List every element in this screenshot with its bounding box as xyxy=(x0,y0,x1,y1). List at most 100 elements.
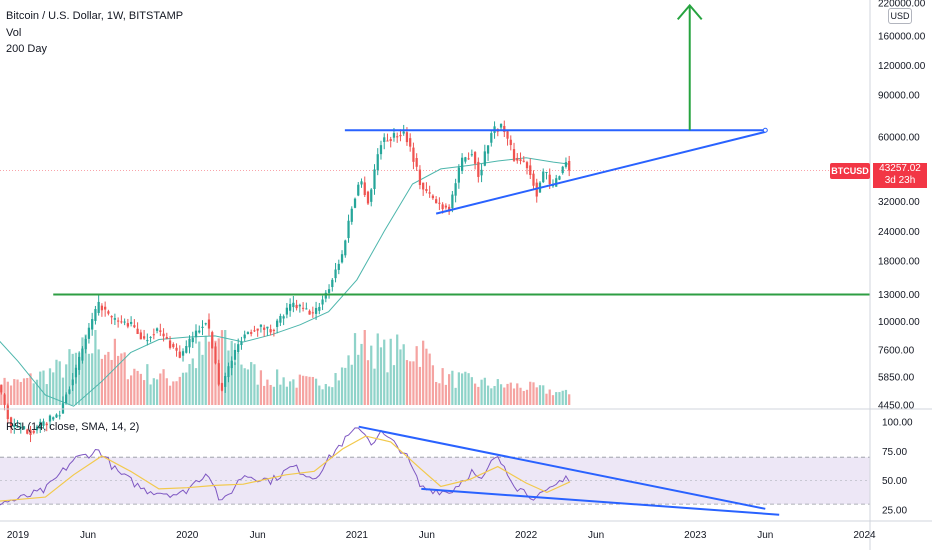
volume-bar xyxy=(159,373,162,405)
volume-bar xyxy=(331,387,334,405)
volume-bar xyxy=(551,395,555,405)
volume-bar xyxy=(334,373,337,405)
candle-body xyxy=(149,336,152,338)
rsi-tick-label: 100.00 xyxy=(882,418,913,429)
candle-body xyxy=(486,145,490,154)
ma-legend: 200 Day xyxy=(6,43,47,55)
candle-body xyxy=(198,330,201,333)
candle-body xyxy=(269,329,272,333)
volume-bar xyxy=(16,379,19,405)
volume-bar xyxy=(266,379,269,405)
candle-body xyxy=(301,307,305,309)
candle-body xyxy=(207,319,211,329)
volume-bar xyxy=(214,340,217,405)
candle-body xyxy=(435,199,438,204)
candle-body xyxy=(65,394,68,404)
candle-body xyxy=(402,131,405,134)
candle-body xyxy=(87,327,91,339)
candle-body xyxy=(558,176,561,180)
volume-bar xyxy=(152,378,155,405)
candle-body xyxy=(74,367,78,378)
volume-bar xyxy=(467,373,470,405)
candle-body xyxy=(110,315,113,318)
price-tick-label: 5850.00 xyxy=(878,372,915,383)
currency-badge[interactable]: USD xyxy=(888,8,912,24)
candle-body xyxy=(243,334,246,339)
volume-bar xyxy=(162,369,165,405)
candle-body xyxy=(68,389,71,394)
candle-body xyxy=(237,344,240,353)
candle-body xyxy=(48,415,52,422)
candle-body xyxy=(366,191,370,204)
rsi-tick-label: 75.00 xyxy=(882,447,907,458)
candle-body xyxy=(256,328,259,331)
candle-body xyxy=(58,415,61,417)
volume-bar xyxy=(104,354,107,405)
candle-body xyxy=(211,332,214,349)
candle-body xyxy=(94,309,97,321)
candle-body xyxy=(178,351,181,358)
price-pane[interactable] xyxy=(0,3,870,443)
volume-bar xyxy=(454,387,457,405)
volume-bar xyxy=(311,376,314,405)
candle-body xyxy=(16,426,19,428)
volume-bar xyxy=(253,364,256,405)
volume-bar xyxy=(399,349,402,405)
candle-body xyxy=(454,183,457,196)
volume-bar xyxy=(220,330,224,405)
volume-bar xyxy=(133,368,136,405)
candle-body xyxy=(409,138,412,147)
volume-bar xyxy=(129,375,133,405)
candle-body xyxy=(305,308,308,310)
time-tick-label: Jun xyxy=(588,530,604,541)
volume-bar xyxy=(457,372,460,405)
volume-bar xyxy=(386,372,389,405)
volume-bar xyxy=(243,368,246,405)
candle-body xyxy=(129,321,133,324)
volume-bar xyxy=(486,385,490,405)
volume-bar xyxy=(146,364,149,405)
volume-bar xyxy=(444,384,448,405)
candle-body xyxy=(81,348,84,361)
candle-body xyxy=(42,421,45,426)
volume-bar xyxy=(383,339,386,405)
candle-body xyxy=(512,149,516,161)
volume-bar xyxy=(418,366,422,405)
volume-bar xyxy=(568,394,571,405)
candle-body xyxy=(185,346,188,353)
candle-body xyxy=(204,323,207,325)
volume-legend: Vol xyxy=(6,27,22,39)
candle-body xyxy=(389,139,392,142)
candle-body xyxy=(564,162,568,167)
volume-bar xyxy=(431,365,435,405)
time-tick-label: 2022 xyxy=(515,530,538,541)
volume-bar xyxy=(32,383,35,405)
candle-body xyxy=(78,356,81,370)
volume-bar xyxy=(237,353,240,405)
rsi-lower-trendline xyxy=(421,487,780,516)
candle-body xyxy=(509,139,512,146)
candle-body xyxy=(477,161,480,177)
candle-body xyxy=(327,289,331,293)
candle-body xyxy=(19,426,22,429)
candle-body xyxy=(126,323,129,327)
volume-bar xyxy=(295,387,298,405)
volume-bar xyxy=(360,343,363,405)
candle-body xyxy=(428,192,431,194)
volume-bar xyxy=(165,378,168,405)
volume-bar xyxy=(142,380,146,405)
candle-body xyxy=(396,136,399,138)
volume-bar xyxy=(240,364,243,405)
volume-bar xyxy=(110,359,113,405)
candle-body xyxy=(363,182,366,196)
candle-body xyxy=(331,279,334,288)
rsi-pane[interactable] xyxy=(0,425,870,516)
candle-body xyxy=(175,347,178,351)
volume-bar xyxy=(499,384,503,405)
candle-body xyxy=(26,429,29,434)
candle-body xyxy=(191,337,194,343)
candle-body xyxy=(483,151,486,166)
candle-body xyxy=(473,152,477,164)
